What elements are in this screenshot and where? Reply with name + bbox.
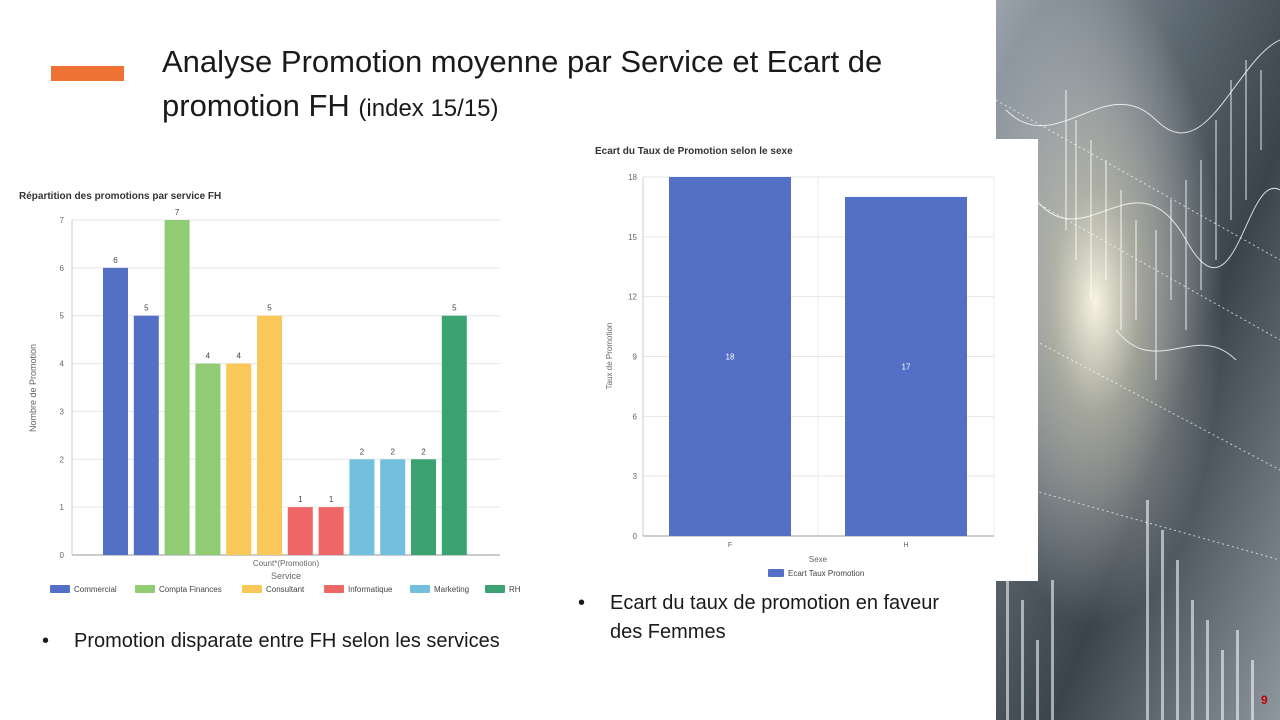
chart1-data-label: 4 xyxy=(236,352,241,361)
bullet-left-text: Promotion disparate entre FH selon les s… xyxy=(74,630,500,652)
chart1-data-label: 4 xyxy=(206,352,211,361)
chart1-data-label: 5 xyxy=(452,304,457,313)
chart1-title: Répartition des promotions par service F… xyxy=(19,191,222,202)
chart2-legend-swatch xyxy=(768,569,784,577)
chart1-legend-swatch xyxy=(410,585,430,593)
chart1-bar xyxy=(133,315,159,555)
chart1-bar xyxy=(226,363,252,555)
chart1-legend-label: Commercial xyxy=(74,585,117,594)
chart1-bar xyxy=(103,267,128,555)
page-number: 9 xyxy=(1261,693,1268,707)
chart1-legend-swatch xyxy=(135,585,155,593)
chart1-data-label: 7 xyxy=(175,208,180,217)
background-photo-panel xyxy=(996,0,1280,720)
bullet-marker: • xyxy=(578,592,586,614)
chart1-data-label: 1 xyxy=(298,495,303,504)
chart1-y-tick-label: 1 xyxy=(60,503,65,512)
chart1-y-tick-label: 4 xyxy=(60,360,65,369)
chart2-y-tick-label: 12 xyxy=(628,293,637,302)
chart2-bar-chart: 0 3 6 9 12 15 18 18 F 17 H Taux de Promotion Sexe Eca… xyxy=(605,173,995,578)
chart1-bar xyxy=(380,459,406,555)
chart1-y-tick-label: 7 xyxy=(60,216,65,225)
chart1-x-axis-label: Count*(Promotion) xyxy=(253,559,320,568)
chart1-y-tick-label: 3 xyxy=(60,407,65,416)
chart1-data-label: 5 xyxy=(267,304,272,313)
chart1-y-tick-label: 6 xyxy=(60,264,65,273)
chart2-y-tick-label: 3 xyxy=(633,472,638,481)
slide-title: Analyse Promotion moyenne par Service et… xyxy=(162,40,982,131)
chart1-legend-label: Consultant xyxy=(266,585,305,594)
chart1-y-tick-label: 0 xyxy=(60,551,65,560)
chart1-legend-label: RH xyxy=(509,585,521,594)
chart1-legend-label: Marketing xyxy=(434,585,469,594)
chart1-legend-label: Compta Finances xyxy=(159,585,222,594)
chart1-data-label: 2 xyxy=(421,447,426,456)
chart2-bar xyxy=(845,196,967,536)
chart1-bar-chart: 0 1 2 3 4 5 6 7 6 5 7 4 4 5 1 1 2 2 2 5 Nombre de Promotion C… xyxy=(28,208,521,594)
slide-title-index: (index 15/15) xyxy=(358,95,499,122)
chart1-data-label: 5 xyxy=(144,304,149,313)
chart1-data-label: 1 xyxy=(329,495,334,504)
chart2-y-tick-label: 18 xyxy=(628,173,637,182)
chart1-bar xyxy=(195,363,221,555)
chart1-legend-swatch xyxy=(242,585,262,593)
chart1-bar xyxy=(411,459,436,555)
chart2-y-tick-label: 6 xyxy=(633,412,638,421)
chart2-legend-label: Ecart Taux Promotion xyxy=(788,569,864,578)
bullet-marker: • xyxy=(42,630,50,652)
chart1-y-axis-label: Nombre de Promotion xyxy=(28,344,38,432)
chart2-data-label: 18 xyxy=(726,353,735,362)
chart2-x-tick-label: H xyxy=(903,542,908,549)
chart1-bar xyxy=(164,220,190,555)
title-accent-bar xyxy=(51,66,124,81)
chart1-bar xyxy=(318,507,344,555)
chart2-data-label: 17 xyxy=(902,362,911,371)
chart2-title: Ecart du Taux de Promotion selon le sexe xyxy=(595,146,793,157)
chart2-y-tick-label: 9 xyxy=(633,353,638,362)
chart1-legend-swatch xyxy=(324,585,344,593)
chart1-bar xyxy=(257,315,282,555)
chart1-legend-swatch xyxy=(485,585,505,593)
slide-title-main: Analyse Promotion moyenne par Service et… xyxy=(162,44,883,123)
chart2-y-tick-label: 0 xyxy=(633,532,638,541)
chart1-legend-swatch xyxy=(50,585,70,593)
chart1-data-label: 2 xyxy=(360,447,365,456)
chart1-bar xyxy=(349,459,375,555)
chart2-y-axis-label: Taux de Promotion xyxy=(605,323,614,390)
chart2-x-tick-label: F xyxy=(728,542,732,549)
chart1-y-tick-label: 5 xyxy=(60,312,65,321)
chart1-data-label: 6 xyxy=(113,256,118,265)
chart1-bar xyxy=(287,507,313,555)
chart2-bar xyxy=(669,177,791,536)
chart2-y-tick-label: 15 xyxy=(628,233,637,242)
chart1-legend-label: Informatique xyxy=(348,585,393,594)
chart1-y-tick-label: 2 xyxy=(60,455,65,464)
chart2-x-axis-label: Sexe xyxy=(809,555,828,564)
chart1-bar xyxy=(441,315,467,555)
bullet-right-text: Ecart du taux de promotion en faveur des… xyxy=(610,592,940,643)
chart1-legend-title: Service xyxy=(271,571,301,581)
stock-chart-photo xyxy=(996,0,1280,720)
chart1-data-label: 2 xyxy=(390,447,395,456)
